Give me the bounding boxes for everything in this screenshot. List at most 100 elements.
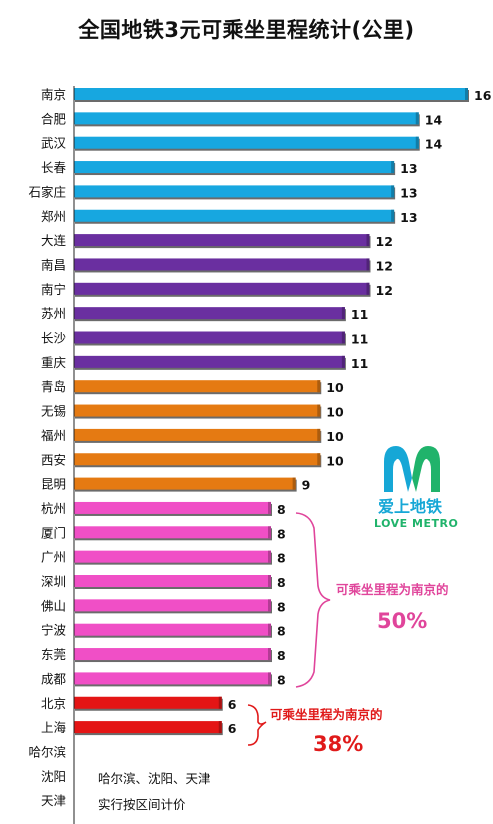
category-label: 厦门 — [41, 525, 66, 540]
value-label: 16 — [474, 88, 492, 103]
bar — [74, 453, 321, 466]
bar-end-cap — [341, 307, 345, 320]
category-label: 天津 — [41, 793, 66, 808]
love-metro-logo: 爱上地铁 LOVE METRO — [374, 446, 458, 530]
value-label: 12 — [376, 258, 393, 273]
bar-end-cap — [317, 404, 321, 417]
bar-end-cap — [391, 185, 395, 198]
bar-end-cap — [268, 550, 271, 563]
category-label: 石家庄 — [28, 184, 66, 199]
category-label: 北京 — [41, 696, 66, 711]
bar-end-cap — [317, 453, 321, 466]
value-label: 11 — [351, 356, 368, 371]
value-label: 10 — [326, 453, 344, 468]
category-label: 南宁 — [41, 282, 66, 297]
value-label: 10 — [326, 380, 344, 395]
bar-end-cap — [366, 282, 370, 295]
pink-group-annotation: 可乘坐里程为南京的 — [336, 582, 449, 597]
category-label: 上海 — [41, 720, 67, 735]
value-label: 8 — [277, 526, 286, 541]
bar — [74, 161, 395, 174]
bar-end-cap — [341, 331, 345, 344]
bar-end-cap — [268, 599, 271, 612]
logo-m-left-icon — [384, 446, 412, 492]
category-label: 郑州 — [41, 209, 66, 224]
category-label: 东莞 — [41, 647, 66, 662]
bar-end-cap — [391, 161, 395, 174]
bars-layer — [74, 88, 469, 736]
bar — [74, 112, 419, 125]
bar-end-cap — [292, 477, 296, 490]
bar — [74, 209, 395, 222]
category-label: 苏州 — [41, 306, 66, 321]
bar — [74, 501, 271, 514]
bar-end-cap — [268, 623, 271, 636]
value-label: 8 — [277, 502, 286, 517]
bar — [74, 477, 296, 490]
bar — [74, 136, 419, 149]
bar-end-cap — [268, 575, 271, 587]
bar — [74, 648, 271, 661]
category-label: 长春 — [41, 160, 67, 175]
bar — [74, 380, 321, 393]
value-label: 12 — [376, 283, 393, 298]
value-label: 10 — [326, 405, 344, 420]
logo-subtext: LOVE METRO — [374, 517, 458, 530]
category-label: 青岛 — [41, 379, 66, 394]
category-label: 重庆 — [41, 355, 67, 370]
category-label: 广州 — [41, 550, 66, 565]
category-label: 武汉 — [41, 136, 67, 151]
bar-end-cap — [218, 721, 222, 734]
value-label: 8 — [277, 599, 286, 614]
bar-end-cap — [268, 672, 271, 685]
bar — [74, 234, 370, 247]
value-label: 13 — [400, 161, 417, 176]
note-line-2: 实行按区间计价 — [98, 797, 186, 812]
category-label: 沈阳 — [41, 769, 66, 784]
value-label: 11 — [351, 332, 368, 347]
chart-title: 全国地铁3元可乘坐里程统计(公里) — [78, 18, 415, 42]
bar — [74, 331, 345, 344]
value-labels: 16 14 14 13 13 13 12 12 12 11 11 11 10 10 10 10 9 8 8 8 8 8 8 8… — [228, 88, 492, 736]
category-label: 杭州 — [41, 501, 66, 516]
value-label: 12 — [376, 234, 393, 249]
category-label: 福州 — [41, 428, 66, 443]
value-label: 6 — [228, 697, 237, 712]
value-label: 8 — [277, 575, 286, 590]
category-label: 无锡 — [41, 404, 66, 419]
bar-end-cap — [317, 380, 321, 393]
logo-m-right-icon — [412, 446, 440, 492]
category-label: 成都 — [41, 671, 67, 686]
bar-end-cap — [268, 501, 271, 514]
bar-end-cap — [415, 136, 419, 149]
value-label: 9 — [302, 478, 311, 493]
bar — [74, 550, 271, 563]
bar — [74, 185, 395, 198]
bar-end-cap — [366, 234, 370, 247]
bar — [74, 672, 271, 685]
pink-group-brace — [295, 512, 331, 688]
bar — [74, 307, 345, 320]
value-label: 8 — [277, 624, 286, 639]
category-label: 长沙 — [41, 331, 67, 346]
red-group-annotation: 可乘坐里程为南京的 — [270, 707, 383, 722]
bar — [74, 575, 271, 587]
category-label: 合肥 — [41, 111, 67, 126]
bar-end-cap — [366, 258, 370, 271]
bar — [74, 696, 222, 709]
category-label: 大连 — [41, 233, 67, 248]
category-label: 哈尔滨 — [28, 744, 66, 759]
bar — [74, 428, 321, 441]
value-label: 6 — [228, 721, 237, 736]
category-label: 深圳 — [41, 574, 66, 589]
category-label: 昆明 — [41, 477, 66, 492]
bar — [74, 355, 345, 368]
value-label: 11 — [351, 307, 368, 322]
category-label: 佛山 — [41, 598, 66, 613]
category-labels: 南京合肥武汉长春石家庄郑州大连南昌南宁苏州长沙重庆青岛无锡福州西安昆明杭州厦门广… — [28, 87, 66, 808]
value-label: 14 — [425, 112, 443, 127]
bar — [74, 258, 370, 271]
category-label: 南昌 — [41, 257, 66, 272]
bar — [74, 282, 370, 295]
